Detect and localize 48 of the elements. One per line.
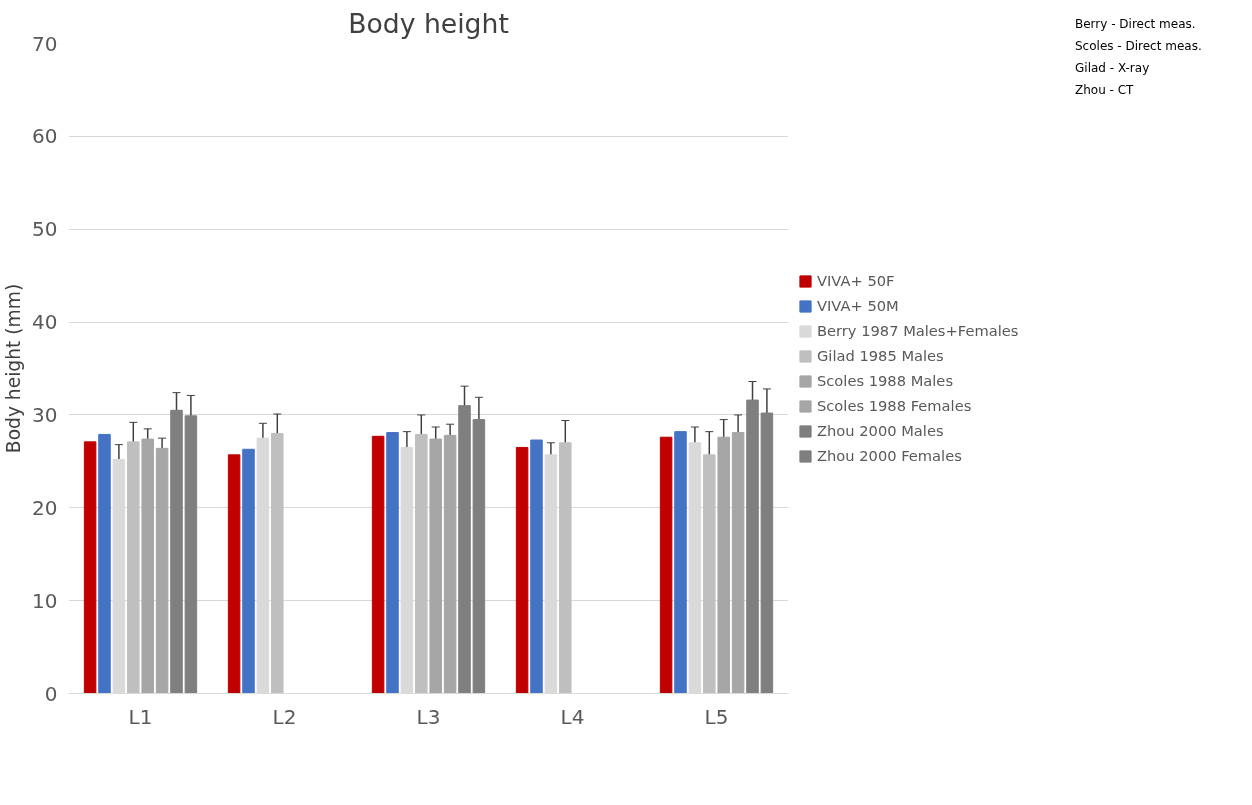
bar	[530, 439, 543, 694]
bar	[227, 454, 241, 694]
bar	[83, 441, 97, 694]
legend-label: Scoles 1988 Females	[817, 397, 972, 414]
text: Zhou - CT	[1075, 83, 1134, 97]
x-tick-label: L2	[272, 704, 297, 729]
bar	[515, 446, 529, 694]
text: Gilad - X-ray	[1075, 61, 1150, 75]
x-tick-label: L4	[560, 704, 585, 729]
bar	[271, 433, 284, 694]
legend-label: Zhou 2000 Females	[817, 447, 962, 464]
bar	[98, 433, 111, 694]
y-axis-title: Body height (mm)	[3, 283, 25, 454]
bar	[674, 431, 687, 694]
y-tick-label: 20	[32, 495, 58, 520]
text: Scoles - Direct meas.	[1075, 39, 1202, 53]
bar	[717, 436, 730, 694]
y-tick-label: 0	[44, 681, 58, 706]
bar	[429, 438, 442, 694]
legend-label: Scoles 1988 Males	[817, 372, 954, 389]
text: Berry - Direct meas.	[1075, 17, 1196, 31]
bar	[415, 433, 428, 694]
x-tick-label: L3	[416, 704, 441, 729]
chart-title: Body height	[348, 7, 509, 39]
y-tick-label: 40	[32, 310, 58, 335]
bar	[371, 435, 385, 694]
y-tick-label: 70	[32, 31, 58, 56]
legend-label: Zhou 2000 Males	[817, 422, 944, 439]
legend-label: Berry 1987 Males+Females	[817, 322, 1019, 339]
x-tick-label: L1	[128, 704, 153, 729]
legend-label: Gilad 1985 Males	[817, 347, 944, 364]
bar	[443, 434, 457, 694]
legend-label: VIVA+ 50F	[817, 272, 895, 289]
bar	[141, 438, 154, 694]
y-tick-label: 10	[32, 588, 58, 613]
x-tick-label: L5	[704, 704, 729, 729]
bar	[386, 432, 399, 694]
y-tick-label: 50	[32, 217, 58, 242]
bar	[703, 454, 716, 694]
y-tick-label: 60	[32, 124, 58, 149]
bar	[659, 436, 673, 694]
bar	[127, 441, 140, 694]
bar	[559, 442, 572, 694]
bar	[155, 447, 169, 694]
bar	[731, 432, 745, 694]
y-tick-label: 30	[32, 402, 58, 427]
legend-label: VIVA+ 50M	[817, 297, 899, 314]
bar	[242, 448, 255, 694]
